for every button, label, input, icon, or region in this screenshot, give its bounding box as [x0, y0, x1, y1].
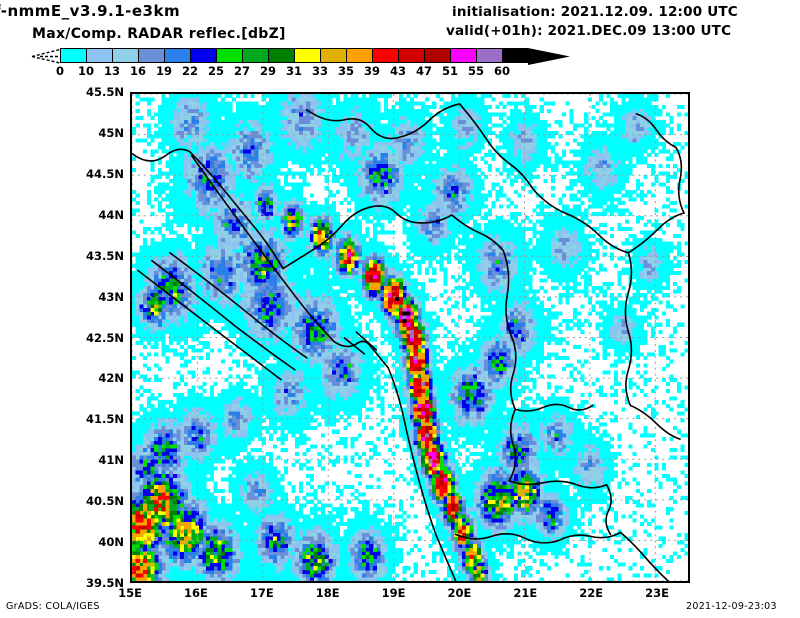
reflectivity-band [395, 296, 411, 324]
colorbar-tick: 39 [363, 64, 381, 78]
model-title: f-nmmE_v3.9.1-e3km [0, 2, 181, 20]
colorbar-title: Max/Comp. RADAR reflec.[dbZ] [32, 26, 286, 42]
colorbar-tick: 31 [285, 64, 303, 78]
colorbar-segment [138, 48, 164, 63]
longitude-tick: 17E [249, 586, 274, 600]
longitude-axis-labels: 15E 16E 17E 18E 19E 20E 21E 22E 23E [118, 586, 690, 604]
latitude-tick: 44.5N [86, 166, 124, 181]
colorbar-segment [372, 48, 398, 63]
longitude-tick: 20E [447, 586, 472, 600]
colorbar-segment [242, 48, 268, 63]
latitude-tick: 40N [98, 535, 124, 550]
colorbar-tick: 10 [77, 64, 95, 78]
colorbar-segment [86, 48, 112, 63]
colorbar-max-arrow [528, 48, 570, 65]
latitude-tick: 41.5N [86, 412, 124, 427]
colorbar-segment [424, 48, 450, 63]
map-borders [132, 103, 685, 581]
colorbar-segment [112, 48, 138, 63]
latitude-tick: 43.5N [86, 248, 124, 263]
latitude-tick: 45N [98, 125, 124, 140]
colorbar-segment [320, 48, 346, 63]
colorbar-tick: 22 [181, 64, 199, 78]
colorbar-segment [294, 48, 320, 63]
colorbar-tick: 47 [415, 64, 433, 78]
colorbar-segment [398, 48, 424, 63]
radar-reflectivity-map [130, 92, 690, 583]
graticule-gridlines [132, 94, 688, 581]
latitude-tick: 41N [98, 453, 124, 468]
colorbar-tick: 43 [389, 64, 407, 78]
map-canvas [132, 94, 688, 581]
colorbar-tick: 27 [233, 64, 251, 78]
colorbar-tick: 35 [337, 64, 355, 78]
longitude-tick: 22E [579, 586, 604, 600]
colorbar-segment [346, 48, 372, 63]
latitude-tick: 40.5N [86, 494, 124, 509]
colorbar-tick: 25 [207, 64, 225, 78]
colorbar-tick: 60 [493, 64, 511, 78]
colorbar-tick: 29 [259, 64, 277, 78]
latitude-tick: 44N [98, 207, 124, 222]
longitude-tick: 18E [315, 586, 340, 600]
longitude-tick: 16E [183, 586, 208, 600]
render-timestamp: 2021-12-09-23:03 [686, 601, 777, 612]
longitude-tick: 19E [381, 586, 406, 600]
colorbar-tick: 16 [129, 64, 147, 78]
colorbar-tick: 33 [311, 64, 329, 78]
colorbar-segment [60, 48, 86, 63]
reflectivity-band [132, 112, 559, 581]
colorbar-segment [476, 48, 502, 63]
grads-credit: GrADS: COLA/IGES [6, 601, 100, 612]
reflectivity-colorbar: 0 10 13 16 19 22 25 27 29 31 33 35 39 43 47 51 55 60 [0, 44, 570, 78]
colorbar-segment [216, 48, 242, 63]
valid-time-label: valid(+01h): 2021.DEC.09 13:00 UTC [446, 23, 732, 39]
longitude-tick: 15E [118, 586, 142, 600]
colorbar-segment [268, 48, 294, 63]
colorbar-segment [450, 48, 476, 63]
longitude-tick: 23E [645, 586, 669, 600]
latitude-tick: 39.5N [86, 576, 124, 590]
colorbar-segment [190, 48, 216, 63]
initialisation-time-label: initialisation: 2021.12.09. 12:00 UTC [452, 4, 738, 20]
latitude-tick: 42.5N [86, 330, 124, 345]
colorbar-tick: 0 [55, 64, 65, 78]
latitude-tick: 45.5N [86, 85, 124, 99]
colorbar-segment [164, 48, 190, 63]
colorbar-tick: 51 [441, 64, 459, 78]
latitude-tick: 43N [98, 289, 124, 304]
colorbar-tick: 13 [103, 64, 121, 78]
latitude-tick: 42N [98, 371, 124, 386]
colorbar-tick: 19 [155, 64, 173, 78]
colorbar-segment [502, 48, 528, 63]
latitude-axis-labels: 39.5N 40N 40.5N 41N 41.5N 42N 42.5N 43N 43.5N 44N… [62, 85, 124, 590]
longitude-tick: 21E [513, 586, 538, 600]
colorbar-tick: 55 [467, 64, 485, 78]
